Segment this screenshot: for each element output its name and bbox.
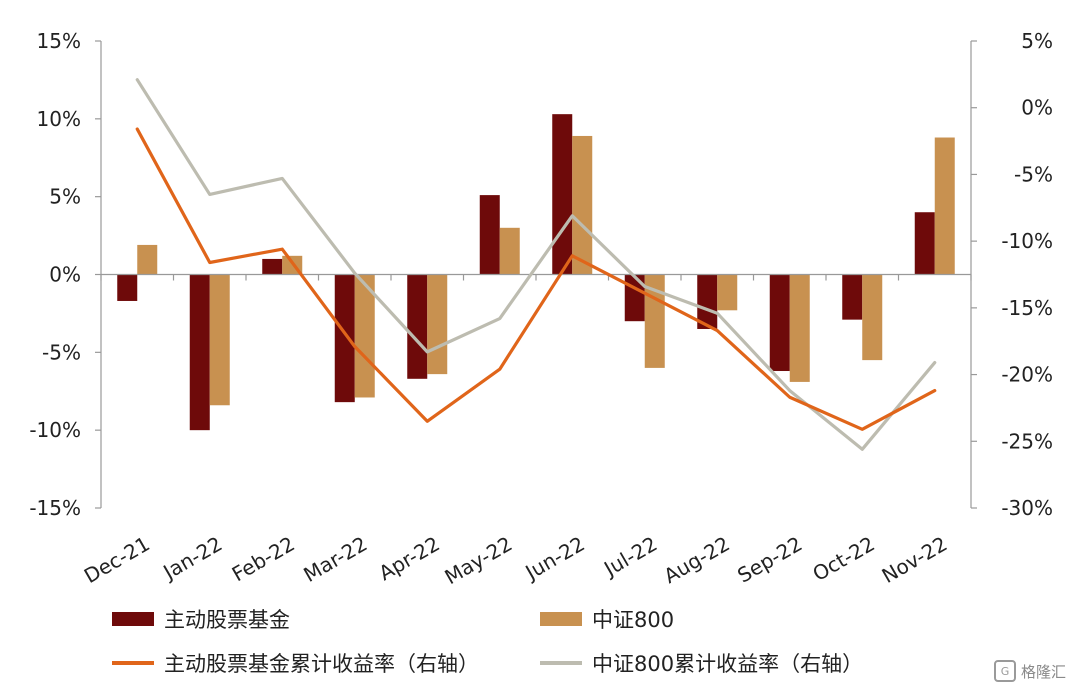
right-tick-label: -10% bbox=[1001, 229, 1053, 253]
left-tick-label: 0% bbox=[49, 263, 81, 287]
left-tick-label: -5% bbox=[42, 340, 81, 364]
left-tick-label: 5% bbox=[49, 185, 81, 209]
bar-csi800-Dec-21 bbox=[137, 244, 158, 275]
left-tick-label: 10% bbox=[37, 107, 81, 131]
bar-fund-Nov-22 bbox=[914, 212, 935, 275]
legend-swatch-fund-line bbox=[112, 661, 154, 665]
x-tick-label: Sep-22 bbox=[733, 532, 806, 588]
legend-label-csi800-bar: 中证800 bbox=[592, 608, 675, 632]
line-fund-cumulative bbox=[135, 127, 937, 431]
x-tick-label: Aug-22 bbox=[660, 532, 734, 589]
chart: 15% 10% 5% 0% -5% -10% -15% 5% 0% -5% -10% -15% -20%… bbox=[29, 29, 1053, 590]
bar-fund-Oct-22 bbox=[842, 274, 863, 320]
bar-csi800-Sep-22 bbox=[789, 274, 810, 382]
x-tick-label: Jan-22 bbox=[158, 532, 227, 586]
watermark: G 格隆汇 bbox=[993, 660, 1066, 682]
bar-csi800-Jun-22 bbox=[572, 135, 593, 275]
bar-csi800-Mar-22 bbox=[354, 274, 375, 398]
right-tick-label: -5% bbox=[1014, 162, 1053, 186]
bar-fund-Jan-22 bbox=[189, 274, 210, 431]
legend-swatch-csi800-line bbox=[540, 661, 582, 665]
legend-swatch-csi800-bar bbox=[540, 612, 582, 626]
bar-fund-Jun-22 bbox=[552, 114, 573, 275]
bar-fund-Feb-22 bbox=[262, 258, 283, 275]
right-tick-label: -25% bbox=[1001, 429, 1053, 453]
legend-item-fund-line: 主动股票基金累计收益率（右轴） bbox=[112, 648, 479, 678]
legend-swatch-fund-bar bbox=[112, 612, 154, 626]
x-tick-label: Feb-22 bbox=[228, 532, 299, 587]
watermark-text: 格隆汇 bbox=[1020, 662, 1066, 681]
x-tick-label: Apr-22 bbox=[375, 532, 444, 586]
legend-item-csi800-bar: 中证800 bbox=[540, 604, 674, 634]
legend-label-csi800-line: 中证800累计收益率（右轴） bbox=[592, 652, 864, 676]
bar-fund-Sep-22 bbox=[769, 274, 790, 372]
bar-csi800-Aug-22 bbox=[717, 274, 738, 311]
x-tick-label: Dec-21 bbox=[80, 532, 154, 588]
bar-fund-Aug-22 bbox=[697, 274, 718, 329]
right-tick-label: 0% bbox=[1021, 96, 1053, 120]
x-tick-label: Mar-22 bbox=[299, 532, 371, 587]
x-tick-label: May-22 bbox=[440, 532, 516, 590]
legend-label-fund-bar: 主动股票基金 bbox=[164, 608, 290, 632]
right-tick-label: -15% bbox=[1001, 296, 1053, 320]
legend-item-fund-bar: 主动股票基金 bbox=[112, 604, 290, 634]
bar-fund-May-22 bbox=[479, 195, 500, 275]
bar-fund-Mar-22 bbox=[334, 274, 355, 403]
left-tick-label: -15% bbox=[29, 496, 81, 520]
watermark-logo-icon: G bbox=[993, 660, 1016, 682]
bar-csi800-Nov-22 bbox=[934, 137, 955, 275]
bar-fund-Dec-21 bbox=[117, 274, 138, 301]
right-tick-label: -20% bbox=[1001, 363, 1053, 387]
line-csi800-cumulative bbox=[135, 78, 937, 451]
bar-csi800-Apr-22 bbox=[427, 274, 448, 375]
x-tick-label: Jul-22 bbox=[598, 532, 661, 582]
left-tick-label: 15% bbox=[37, 29, 81, 53]
right-tick-label: -30% bbox=[1001, 496, 1053, 520]
x-tick-label: Jun-22 bbox=[520, 532, 589, 586]
bar-fund-Apr-22 bbox=[407, 274, 428, 379]
bar-csi800-Oct-22 bbox=[862, 274, 883, 361]
x-tick-label: Oct-22 bbox=[809, 532, 879, 586]
left-tick-label: -10% bbox=[29, 418, 81, 442]
bar-csi800-Jan-22 bbox=[209, 274, 230, 406]
x-tick-label: Nov-22 bbox=[878, 532, 952, 588]
legend-label-fund-line: 主动股票基金累计收益率（右轴） bbox=[164, 652, 479, 676]
right-tick-label: 5% bbox=[1021, 29, 1053, 53]
legend-item-csi800-line: 中证800累计收益率（右轴） bbox=[540, 648, 863, 678]
bar-csi800-May-22 bbox=[499, 227, 520, 275]
bar-csi800-Jul-22 bbox=[644, 274, 665, 368]
